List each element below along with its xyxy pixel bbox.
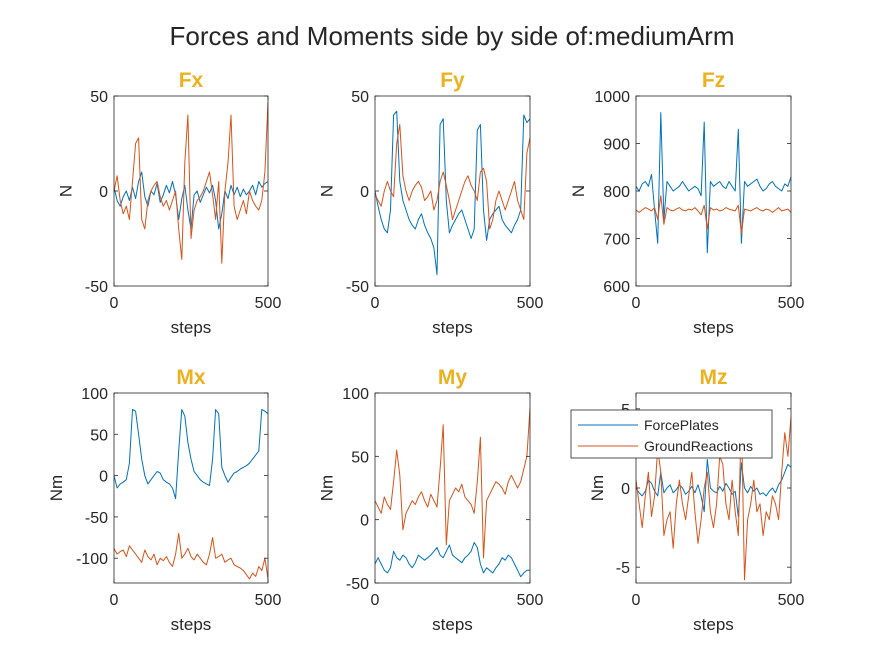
series-line-my-groundreactions (375, 408, 530, 559)
y-tick-label-mx: 0 (99, 469, 108, 486)
panel-fz: 0 500 600 700 800 900 1000 Fz steps N (569, 69, 804, 337)
series-line-mx-forceplates (114, 409, 268, 500)
y-tick-label-fz: 1000 (594, 89, 630, 106)
y-tick-label-mx: -100 (76, 551, 108, 568)
x-tick-label-fy: 0 (371, 295, 380, 312)
y-tick-label-fx: 0 (99, 184, 108, 201)
y-tick-label-mx: -50 (85, 510, 108, 527)
x-tick-label-my: 500 (517, 592, 544, 609)
series-line-mz-forceplates (636, 459, 791, 517)
panel-title-fz: Fz (702, 69, 725, 92)
y-tick-label-fy: -50 (346, 279, 369, 296)
figure-title: Forces and Moments side by side of:mediu… (170, 21, 735, 51)
x-tick-label-mz: 500 (778, 592, 805, 609)
axes-box-mx (113, 392, 269, 584)
x-axis-label-fz: steps (693, 318, 734, 337)
x-axis-label-mz: steps (693, 615, 734, 634)
y-tick-label-my: 100 (342, 386, 369, 403)
x-tick-label-mx: 500 (255, 592, 282, 609)
legend-label-groundreactions: GroundReactions (644, 438, 753, 454)
legend-box (570, 409, 773, 459)
y-axis-label-mx: Nm (47, 475, 66, 501)
y-tick-label-fz: 900 (603, 137, 630, 154)
x-axis-label-my: steps (432, 615, 473, 634)
y-axis-label-fy: N (318, 185, 337, 197)
y-tick-label-my: -50 (346, 576, 369, 593)
axes-box-my (374, 392, 531, 584)
x-tick-label-mx: 0 (110, 592, 119, 609)
series-line-fz-forceplates (636, 112, 791, 254)
y-tick-label-my: 0 (360, 513, 369, 530)
y-tick-label-mx: 100 (81, 386, 108, 403)
y-tick-label-fy: 50 (351, 89, 369, 106)
y-tick-label-mz: 0 (621, 481, 630, 498)
legend-label-forceplates: ForcePlates (644, 417, 719, 433)
series-line-fx-groundreactions (114, 101, 268, 264)
y-tick-label-fx: 50 (90, 89, 108, 106)
x-tick-label-fz: 0 (632, 295, 641, 312)
x-tick-label-fz: 500 (778, 295, 805, 312)
y-tick-label-fy: 0 (360, 184, 369, 201)
x-tick-label-mz: 0 (632, 592, 641, 609)
series-line-fy-forceplates (375, 110, 530, 276)
y-axis-label-fz: N (569, 185, 588, 197)
panel-title-fy: Fy (440, 69, 465, 92)
y-tick-label-fz: 800 (603, 184, 630, 201)
y-tick-label-fz: 600 (603, 279, 630, 296)
y-tick-label-mz: -5 (616, 560, 630, 577)
series-line-mz-groundreactions (636, 416, 791, 581)
y-tick-label-fz: 700 (603, 232, 630, 249)
y-axis-label-my: Nm (318, 475, 337, 501)
y-axis-label-fx: N (57, 185, 76, 197)
panel-title-my: My (438, 366, 467, 389)
y-axis-label-mz: Nm (588, 475, 607, 501)
panel-mx: 0 500 -100 -50 0 50 100 Mx steps Nm (47, 366, 281, 634)
panel-title-fx: Fx (179, 69, 204, 92)
x-tick-label-fx: 0 (110, 295, 119, 312)
x-axis-label-mx: steps (171, 615, 212, 634)
x-tick-label-fx: 500 (255, 295, 282, 312)
x-axis-label-fx: steps (171, 318, 212, 337)
y-tick-label-my: 50 (351, 449, 369, 466)
x-tick-label-my: 0 (371, 592, 380, 609)
series-line-fz-groundreactions (636, 195, 791, 235)
series-line-fy-groundreactions (375, 124, 530, 230)
x-tick-label-fy: 500 (517, 295, 544, 312)
panel-title-mx: Mx (176, 366, 205, 389)
y-tick-label-mx: 50 (90, 427, 108, 444)
legend: ForcePlates GroundReactions (570, 409, 773, 459)
series-line-my-forceplates (375, 542, 530, 578)
panel-title-mz: Mz (700, 366, 728, 389)
x-axis-label-fy: steps (432, 318, 473, 337)
y-tick-label-fx: -50 (85, 279, 108, 296)
series-line-mx-groundreactions (114, 532, 268, 580)
